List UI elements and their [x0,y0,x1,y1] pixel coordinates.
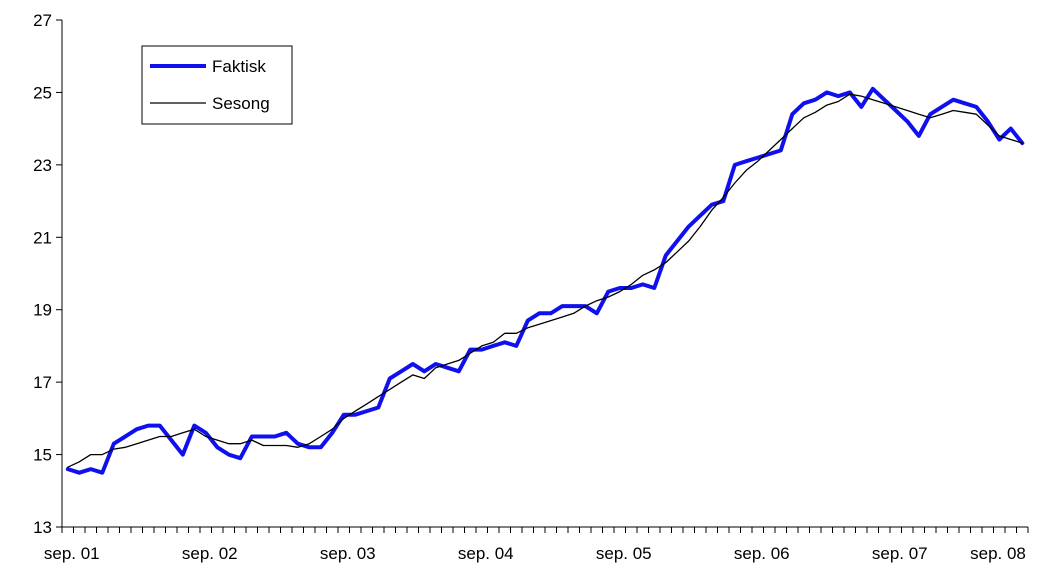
y-tick-label: 25 [33,83,52,102]
x-tick-label: sep. 04 [458,544,514,563]
y-tick-label: 19 [33,301,52,320]
series-line-faktisk [65,86,1025,475]
x-tick-label: sep. 05 [596,544,652,563]
y-tick-label: 17 [33,373,52,392]
x-tick-label: sep. 07 [872,544,928,563]
y-tick-label: 21 [33,228,52,247]
legend: Faktisk Sesong [141,45,293,125]
x-tick-label: sep. 02 [182,544,238,563]
legend-label-faktisk: Faktisk [212,57,266,76]
y-tick-label: 27 [33,11,52,30]
series-line-sesong [67,93,1023,468]
y-tick-label: 23 [33,156,52,175]
legend-label-sesong: Sesong [212,94,270,113]
x-tick-label: sep. 06 [734,544,790,563]
legend-box [141,45,293,125]
x-tick-label: sep. 08 [970,544,1026,563]
y-tick-label: 13 [33,518,52,537]
y-tick-label: 15 [33,446,52,465]
x-tick-label: sep. 03 [320,544,376,563]
axes: 13 15 17 19 21 23 25 27 sep. 01 sep. 02 sep. 03 sep… [33,11,1029,563]
series-layer [65,86,1025,475]
x-tick-label: sep. 01 [44,544,100,563]
